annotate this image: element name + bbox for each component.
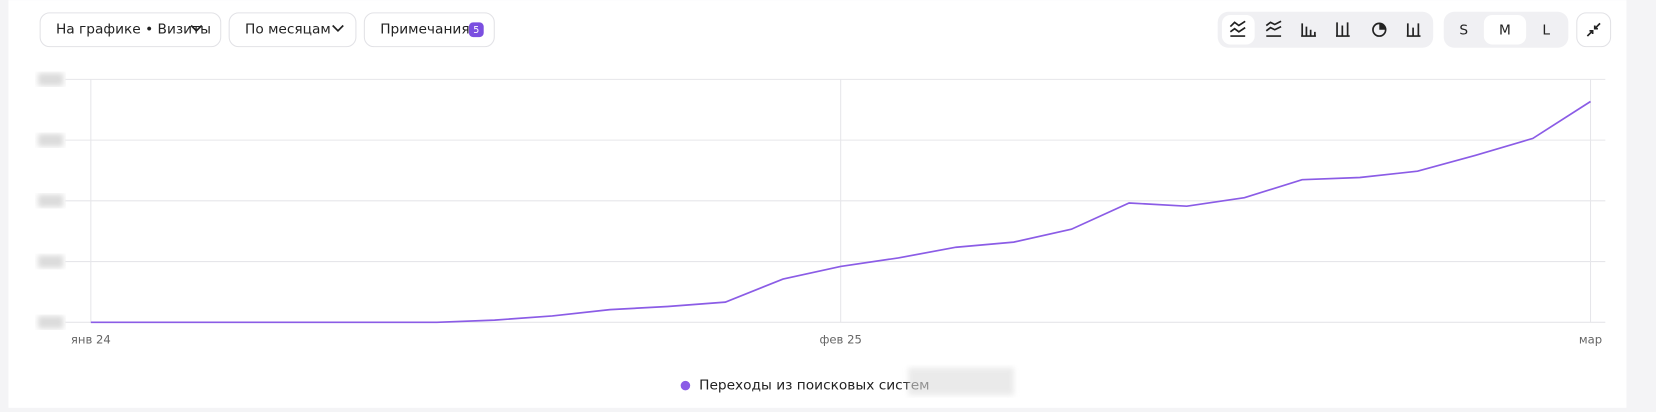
legend-label: Переходы из поисковых систем — [699, 378, 929, 394]
notes-count: 5 — [473, 25, 479, 36]
pie-chart-icon[interactable] — [1372, 22, 1387, 37]
bar-chart-icon[interactable] — [1301, 23, 1316, 37]
grouping-label: По месяцам — [245, 22, 331, 38]
legend: Переходы из поисковых систем — [680, 367, 1014, 396]
stacked-bar-icon[interactable] — [1335, 22, 1350, 37]
size-option[interactable]: M — [1499, 22, 1511, 38]
x-tick-label: янв 24 — [71, 333, 111, 347]
legend-marker — [680, 380, 691, 391]
size-option[interactable]: S — [1459, 22, 1468, 38]
collapse-button[interactable] — [1576, 12, 1612, 48]
chart-type-group — [1217, 11, 1434, 48]
blurred-tick-label — [38, 194, 64, 208]
x-tick-label: фев 25 — [819, 333, 861, 347]
blurred-tick-label — [38, 315, 64, 329]
grouping-button[interactable]: По месяцам — [228, 12, 357, 48]
line-series — [90, 100, 1591, 324]
chart-select-label: На графике • Визиты — [56, 22, 211, 38]
column-chart-icon[interactable] — [1406, 23, 1421, 37]
plot: янв 24 фев 25 мар — [38, 73, 1606, 347]
line-chart-icon[interactable] — [1229, 20, 1246, 37]
area-chart-icon[interactable] — [1265, 20, 1282, 37]
notes-button[interactable]: Примечания 5 — [363, 12, 495, 48]
blurred-tick-label — [38, 133, 64, 147]
size-group — [1443, 11, 1569, 48]
card — [8, 0, 1627, 408]
blurred-tick-label — [38, 73, 64, 86]
blurred-text — [908, 367, 1014, 396]
x-tick-label: мар — [1579, 333, 1602, 347]
chart-select-button[interactable]: На графике • Визиты — [39, 12, 222, 48]
notes-label: Примечания — [380, 22, 469, 38]
blurred-tick-label — [38, 255, 64, 268]
size-option[interactable]: L — [1542, 22, 1550, 38]
